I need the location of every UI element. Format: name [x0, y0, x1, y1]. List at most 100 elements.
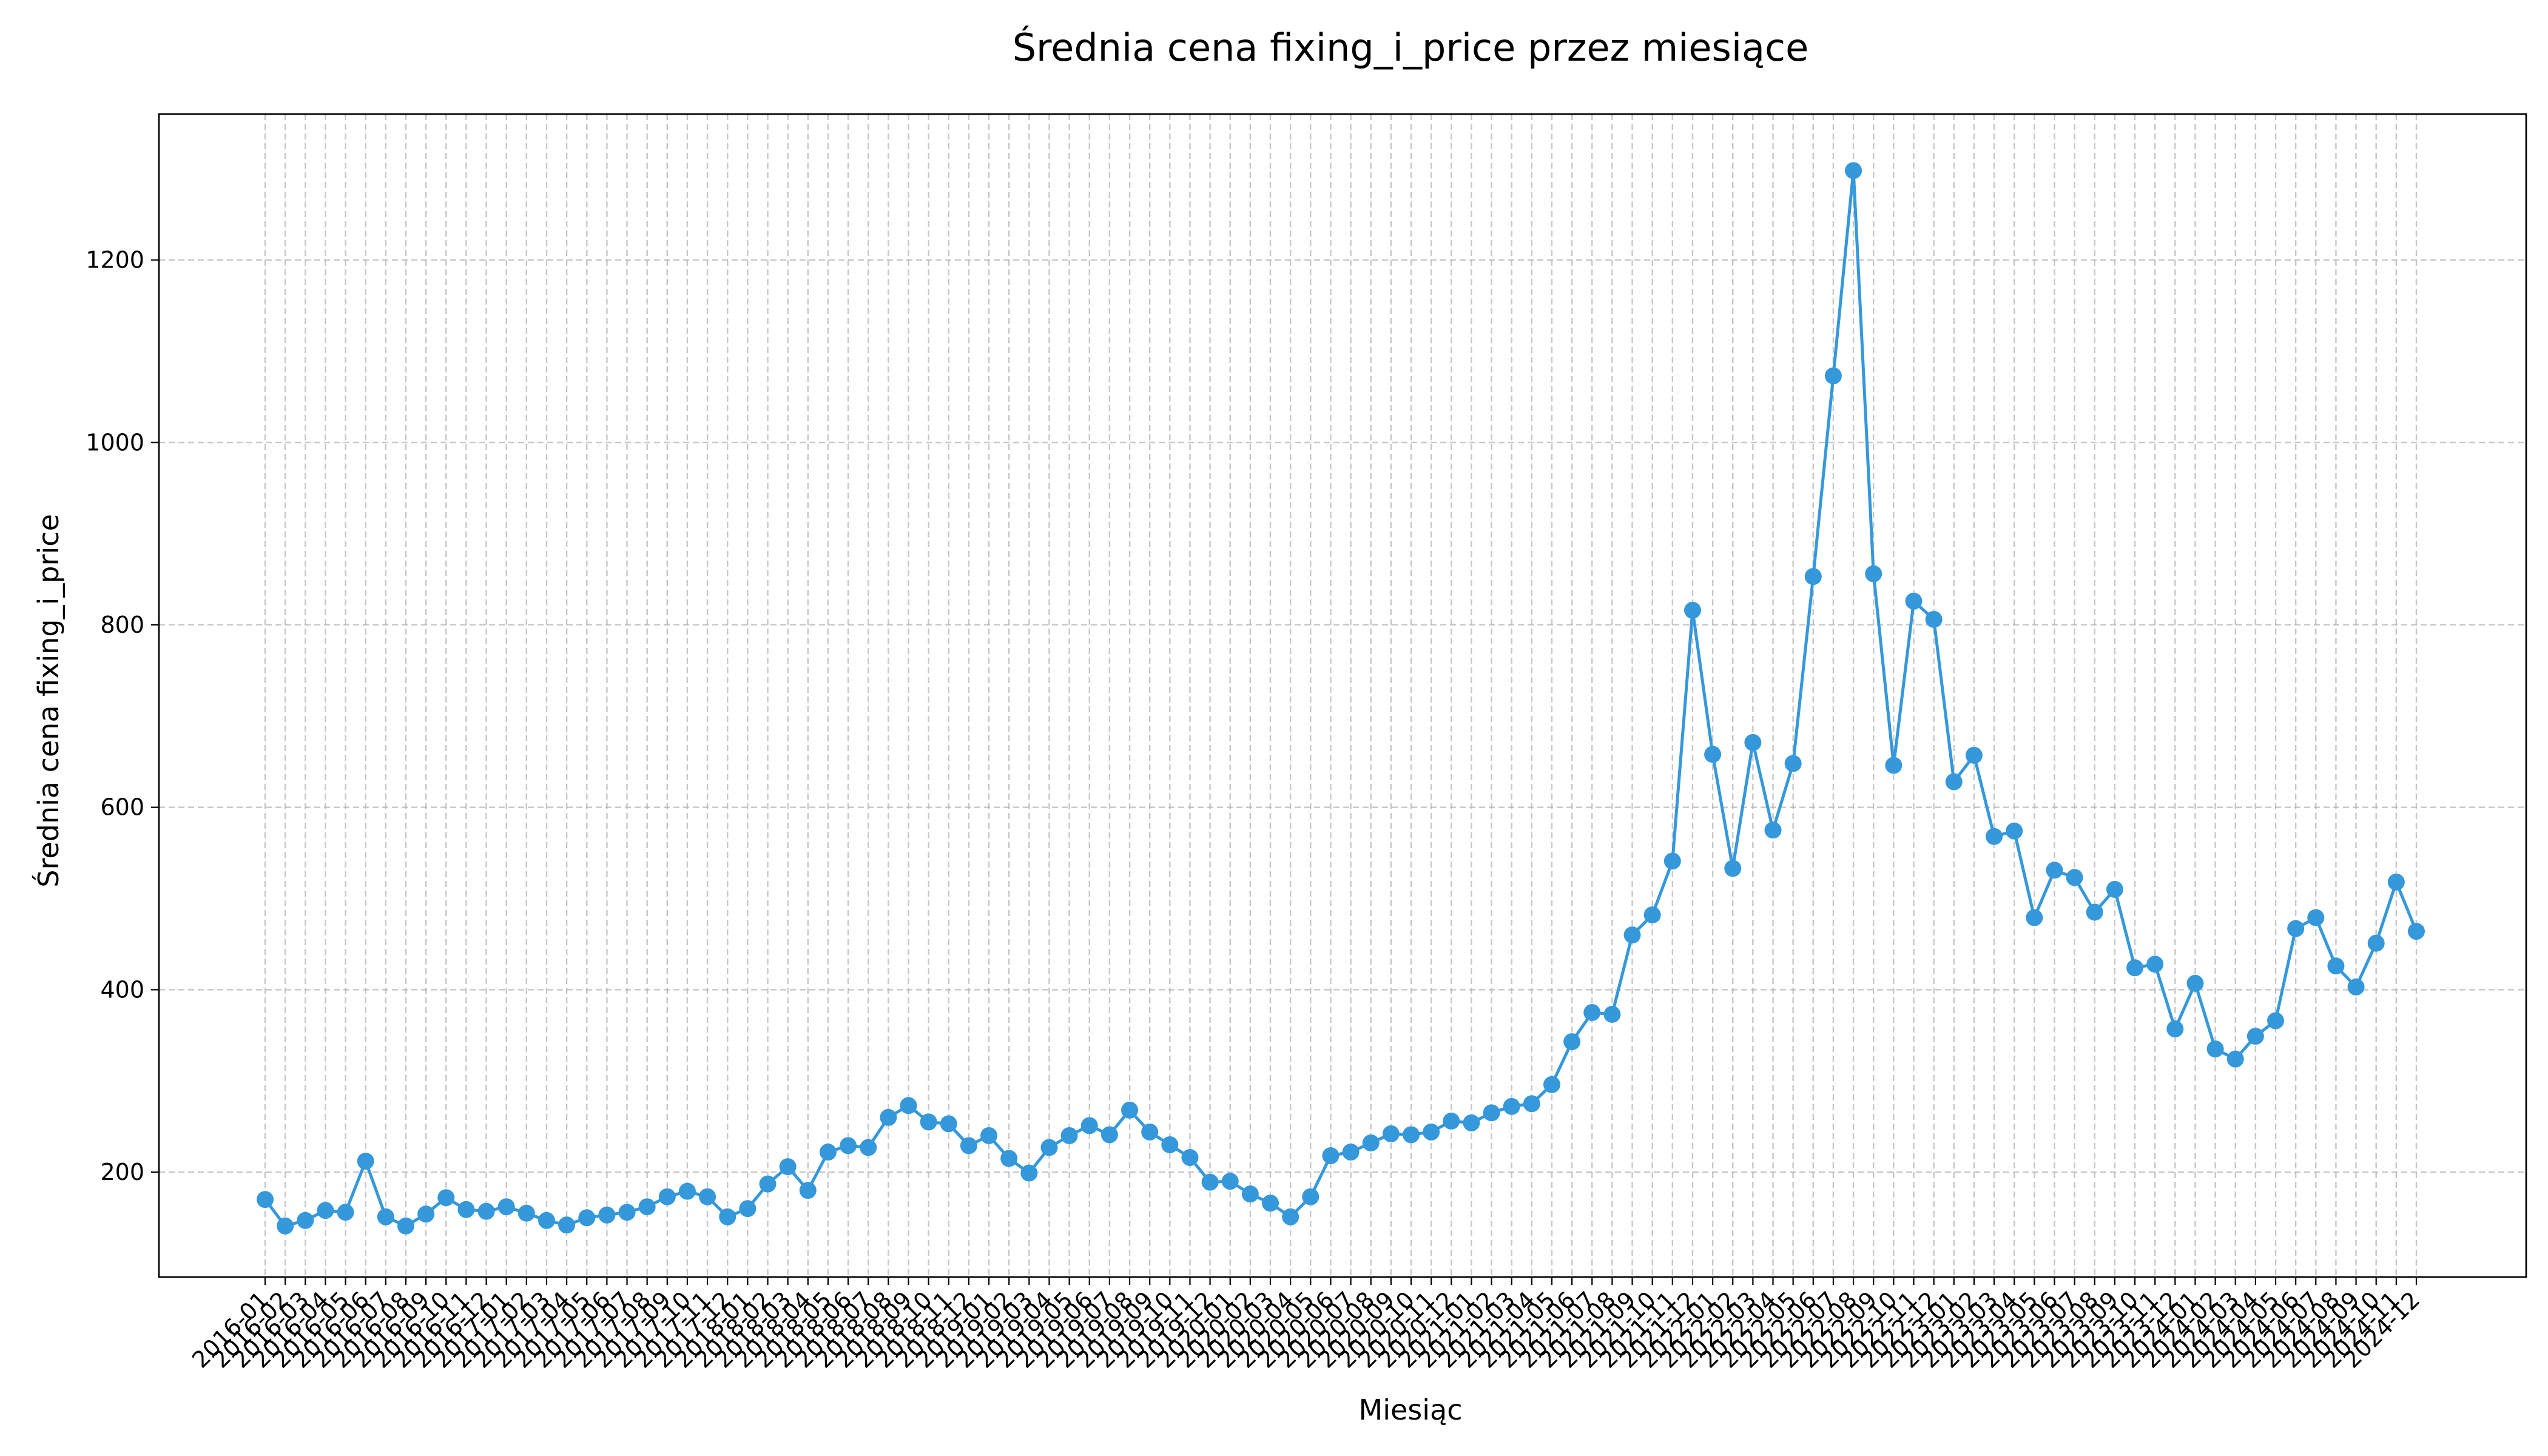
data-point: [618, 1204, 636, 1221]
data-point: [678, 1182, 696, 1200]
data-point: [1845, 162, 1862, 180]
data-point: [1402, 1126, 1420, 1144]
y-tick-label: 800: [100, 612, 144, 638]
data-point: [317, 1202, 334, 1219]
data-point: [1020, 1164, 1038, 1182]
series-line: [264, 170, 2418, 1228]
data-point: [2186, 974, 2204, 992]
data-point: [1724, 860, 1742, 877]
data-point: [2367, 934, 2385, 952]
data-point: [1342, 1144, 1360, 1161]
data-point: [1543, 1076, 1560, 1093]
data-point: [1804, 568, 1822, 585]
y-tick-label: 400: [100, 976, 144, 1003]
data-point: [578, 1209, 596, 1227]
data-point: [1382, 1125, 1400, 1142]
data-point: [1965, 746, 1983, 764]
data-point: [257, 1191, 274, 1208]
data-point: [2086, 903, 2103, 921]
data-point: [417, 1205, 435, 1223]
data-point: [799, 1182, 817, 1199]
data-point: [2006, 822, 2023, 840]
data-point: [920, 1113, 937, 1131]
data-point: [940, 1115, 957, 1133]
data-point: [759, 1175, 777, 1193]
data-point: [297, 1212, 314, 1229]
data-point: [1262, 1195, 1279, 1212]
data-point: [1181, 1149, 1199, 1167]
data-point: [357, 1153, 374, 1170]
data-point: [538, 1212, 555, 1229]
data-point: [457, 1201, 475, 1218]
data-point: [1523, 1095, 1540, 1113]
data-point: [1945, 773, 1963, 790]
data-point: [2287, 920, 2305, 937]
grid: [159, 114, 2526, 1277]
data-point: [1684, 601, 1701, 619]
data-point: [658, 1188, 676, 1205]
data-point: [437, 1189, 455, 1207]
axis-ticks: 2016-012016-022016-032016-042016-052016-…: [86, 247, 2425, 1373]
data-point: [2146, 956, 2164, 973]
data-point: [397, 1217, 414, 1235]
data-point: [2327, 957, 2345, 975]
data-point: [517, 1204, 535, 1222]
data-point: [1905, 592, 1923, 610]
data-point: [1885, 757, 1903, 774]
data-point: [1503, 1097, 1520, 1115]
data-point: [1925, 610, 1943, 628]
data-point: [2166, 1020, 2184, 1038]
data-point: [1201, 1173, 1219, 1191]
data-point: [2307, 909, 2325, 926]
data-point: [477, 1202, 495, 1220]
data-point: [277, 1217, 294, 1235]
data-point: [840, 1137, 857, 1154]
data-point: [1080, 1117, 1098, 1134]
data-point: [1764, 821, 1782, 839]
data-point: [377, 1208, 394, 1225]
data-point: [2267, 1012, 2285, 1030]
chart-title: Średnia cena fixing_i_price przez miesią…: [1013, 25, 1809, 70]
data-point: [1302, 1188, 1320, 1205]
y-axis-label: Średnia cena fixing_i_price: [32, 514, 65, 888]
x-axis-label: Miesiąc: [1359, 1394, 1463, 1426]
data-point: [2046, 861, 2063, 879]
data-point: [1623, 926, 1641, 944]
data-point: [1241, 1185, 1259, 1203]
data-point: [2408, 923, 2425, 940]
data-point: [980, 1127, 998, 1144]
data-point: [1141, 1123, 1159, 1141]
data-point: [1986, 827, 2003, 845]
data-point: [1784, 755, 1802, 772]
data-point: [1000, 1150, 1018, 1167]
data-point: [699, 1188, 716, 1205]
data-point: [779, 1158, 797, 1176]
data-point: [2126, 959, 2144, 977]
data-point: [2347, 978, 2365, 996]
data-point: [1362, 1134, 1380, 1151]
y-tick-label: 200: [100, 1159, 144, 1185]
data-point: [1744, 733, 1762, 751]
plot-frame: [158, 113, 2527, 1278]
data-point: [1040, 1139, 1058, 1156]
data-point: [1322, 1147, 1340, 1165]
data-point: [900, 1097, 917, 1114]
data-point: [1824, 367, 1842, 385]
data-point: [1643, 906, 1661, 924]
data-point: [2066, 869, 2083, 886]
data-point: [1121, 1101, 1139, 1119]
y-tick-label: 1200: [86, 247, 144, 274]
data-point: [497, 1198, 515, 1216]
data-point: [719, 1208, 736, 1225]
data-point: [860, 1139, 877, 1156]
data-point: [2226, 1050, 2244, 1068]
data-point: [1100, 1126, 1118, 1144]
data-point: [1865, 565, 1882, 582]
data-point: [1463, 1114, 1480, 1131]
data-point: [1443, 1112, 1460, 1130]
data-point: [2246, 1028, 2264, 1045]
data-point: [638, 1198, 656, 1216]
data-point: [1060, 1127, 1078, 1144]
data-point: [598, 1206, 616, 1224]
